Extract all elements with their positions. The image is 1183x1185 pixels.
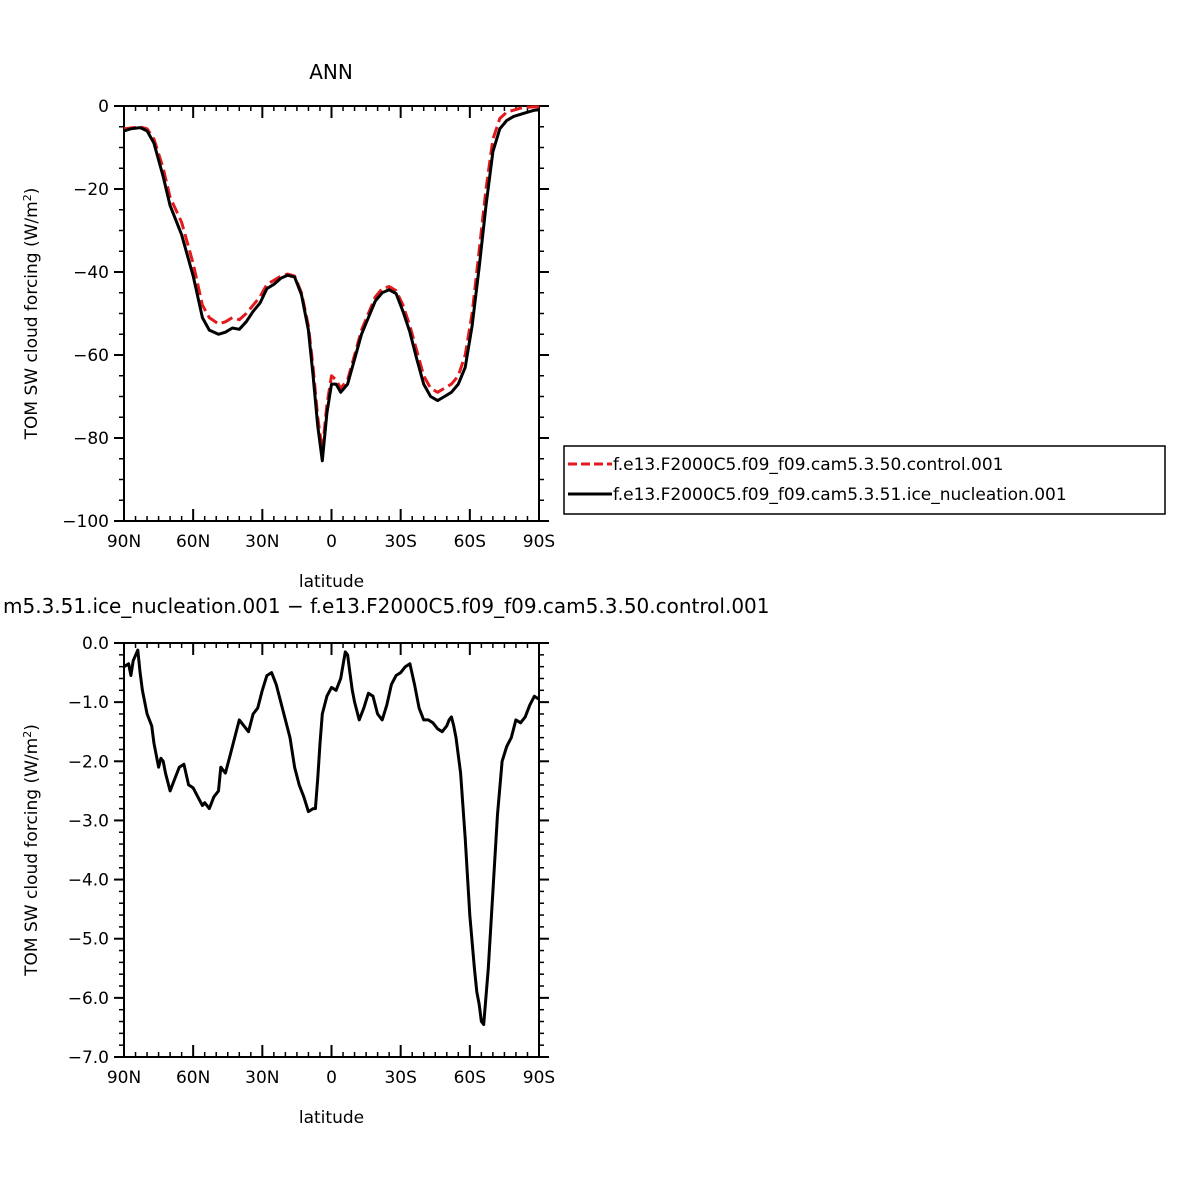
y-axis-title-close: )	[22, 188, 42, 195]
x-tick-label: 90S	[523, 532, 555, 552]
x-axis-title: latitude	[299, 572, 364, 592]
y-tick-label: −5.0	[68, 930, 109, 950]
x-tick-label: 60N	[176, 532, 210, 552]
y-axis-title-sup: 2	[21, 194, 34, 201]
x-tick-label: 30N	[245, 1068, 279, 1088]
x-tick-label: 30S	[384, 532, 416, 552]
plot-frame	[123, 105, 540, 522]
y-tick-label: 0	[98, 97, 109, 117]
y-tick-label: −1.0	[68, 693, 109, 713]
x-tick-label: 0	[326, 1068, 337, 1088]
x-tick-label: 0	[326, 532, 337, 552]
y-tick-label: −60	[73, 346, 109, 366]
y-axis-title: TOM SW cloud forcing (W/m2)	[21, 724, 43, 977]
x-tick-label: 60S	[454, 1068, 486, 1088]
y-tick-label: −100	[62, 512, 109, 532]
top-chart-panel: 90N 60N 30N 0 30S 60S 90S 0 −20 −40 −60 −80 −100 lati…	[21, 60, 556, 592]
y-tick-label: −2.0	[68, 752, 109, 772]
x-tick-label: 60S	[454, 532, 486, 552]
y-tick-label: 0.0	[82, 634, 109, 654]
x-tick-label: 90S	[523, 1068, 555, 1088]
legend-box	[563, 445, 1166, 515]
series-line-1	[123, 108, 540, 463]
y-axis-title-sup: 2	[21, 731, 34, 738]
legend-label-0: f.e13.F2000C5.f09_f09.cam5.3.50.control.…	[613, 455, 1004, 475]
y-axis-title: TOM SW cloud forcing (W/m2)	[21, 188, 43, 441]
x-tick-label: 30S	[384, 1068, 416, 1088]
y-tick-label: −4.0	[68, 871, 109, 891]
x-axis-title: latitude	[299, 1108, 364, 1128]
y-tick-label: −80	[73, 429, 109, 449]
bottom-chart-panel: 90N 60N 30N 0 30S 60S 90S 0.0 −1.0 −2.0 −3.0 −4.0 −5…	[3, 594, 770, 1128]
y-tick-label: −3.0	[68, 811, 109, 831]
y-tick-label: −6.0	[68, 989, 109, 1009]
y-axis-title-close: )	[22, 724, 42, 731]
plot-title: m5.3.51.ice_nucleation.001 − f.e13.F2000…	[3, 594, 770, 618]
x-tick-label: 60N	[176, 1068, 210, 1088]
plot-title: ANN	[309, 60, 353, 84]
x-tick-label: 90N	[107, 1068, 141, 1088]
x-tick-label: 30N	[245, 532, 279, 552]
y-tick-label: −40	[73, 263, 109, 283]
y-tick-label: −7.0	[68, 1048, 109, 1068]
legend-label-1: f.e13.F2000C5.f09_f09.cam5.3.51.ice_nucl…	[613, 485, 1067, 505]
y-axis-title-text: TOM SW cloud forcing (W/m	[22, 201, 42, 440]
y-axis-title-text: TOM SW cloud forcing (W/m	[22, 738, 42, 977]
series-line-0	[123, 648, 540, 1026]
y-tick-label: −20	[73, 180, 109, 200]
top-chart-legend: f.e13.F2000C5.f09_f09.cam5.3.50.control.…	[563, 445, 1166, 515]
x-tick-label: 90N	[107, 532, 141, 552]
